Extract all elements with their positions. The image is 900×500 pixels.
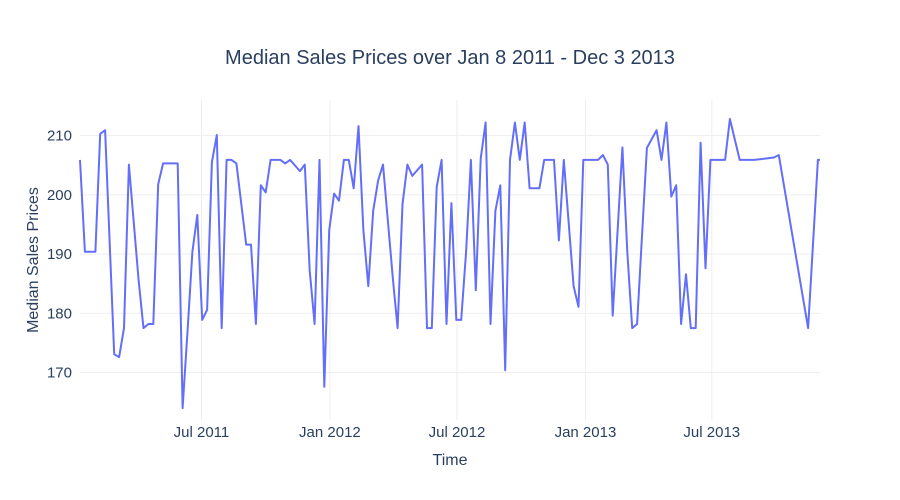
x-tick-label: Jan 2013 <box>555 424 617 441</box>
x-axis-title: Time <box>433 452 468 469</box>
y-tick-label: 210 <box>47 128 72 145</box>
y-axis-title: Median Sales Prices <box>25 187 42 333</box>
series-layer <box>79 118 820 410</box>
x-axis-ticks: Jul 2011 Jan 2012 Jul 2012 Jan 2013 Jul 2013 <box>174 424 740 441</box>
series-line <box>79 118 820 410</box>
y-tick-label: 170 <box>47 365 72 382</box>
x-tick-label: Jan 2012 <box>299 424 361 441</box>
y-tick-label: 180 <box>47 305 72 322</box>
chart-title: Median Sales Prices over Jan 8 2011 - De… <box>225 47 675 69</box>
x-tick-label: Jul 2012 <box>429 424 486 441</box>
y-axis-ticks: 170 180 190 200 210 <box>47 128 72 382</box>
x-tick-label: Jul 2013 <box>683 424 740 441</box>
y-tick-label: 200 <box>47 187 72 204</box>
y-tick-label: 190 <box>47 246 72 263</box>
x-tick-label: Jul 2011 <box>174 424 230 441</box>
